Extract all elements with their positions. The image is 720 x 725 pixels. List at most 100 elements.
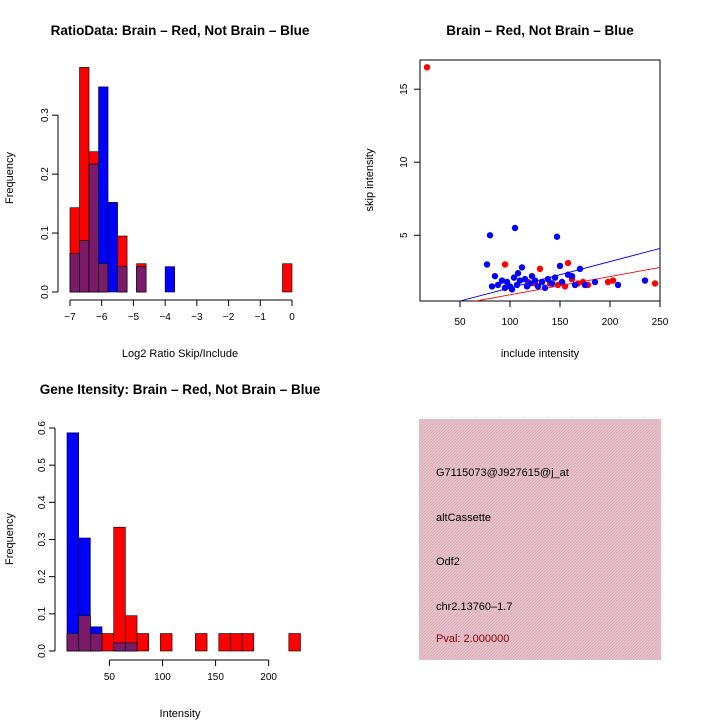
gene-y-label: Frequency — [4, 513, 16, 565]
gene-overlap-bar — [113, 642, 126, 652]
gene-x-tick-label: 150 — [207, 672, 224, 683]
scatter-blue-point — [514, 270, 522, 277]
ratio-axes: −7 −6 −5 −4 −3 −2 −1 0 0.0 0.1 0.2 0.3 — [40, 108, 295, 323]
ratio-y-label: Frequency — [4, 152, 16, 204]
gene-y-tick-label: 0.1 — [37, 606, 48, 620]
ratio-overlap-bar — [98, 263, 109, 293]
scatter-blue-point — [581, 281, 589, 289]
ratio-overlap-bar — [88, 163, 99, 293]
scatter-blue-point — [591, 278, 599, 286]
scatter-plot-box — [419, 59, 661, 302]
scatter-blue-point — [576, 265, 584, 273]
gene-y-tick-label: 0.4 — [37, 495, 48, 509]
scatter-blue-point — [521, 275, 529, 283]
scatter-blue-point — [498, 277, 506, 284]
gene-red-bar — [218, 633, 231, 652]
pval-text: Pval: 2.000000 — [436, 633, 509, 645]
scatter-x-tick-label: 50 — [454, 317, 466, 328]
ratio-overlap-bar — [136, 266, 147, 293]
ratio-x-tick-label: −5 — [128, 312, 140, 323]
scatter-blue-point — [553, 233, 561, 240]
ratio-histogram-panel: RatioData: Brain – Red, Not Brain – Blue… — [4, 23, 310, 360]
event-type-text: altCassette — [436, 512, 491, 524]
gene-histogram-panel: Gene Itensity: Brain – Red, Not Brain – … — [4, 382, 321, 720]
gene-red-bar — [136, 633, 150, 652]
gene-x-label: Intensity — [160, 708, 201, 720]
scatter-blue-point — [544, 275, 552, 283]
probe-id-text: G7115073@J927615@j_at — [436, 467, 569, 479]
gene-red-bar — [113, 526, 126, 652]
gene-y-tick-label: 0.0 — [37, 644, 48, 658]
gene-y-tick-label: 0.5 — [37, 458, 48, 472]
scatter-blue-point — [511, 224, 519, 232]
gene-axes: 50 100 150 200 0.0 0.1 0.2 0.3 0.4 0.5 0.6 — [37, 421, 277, 683]
scatter-y-tick-label: 15 — [399, 83, 410, 95]
scatter-marks — [423, 64, 660, 301]
scatter-red-point — [604, 278, 612, 286]
scatter-blue-point — [548, 280, 556, 287]
ratio-x-tick-label: −3 — [191, 312, 203, 323]
info-panel: G7115073@J927615@j_at altCassette Odf2 c… — [419, 419, 661, 660]
gene-y-tick-label: 0.2 — [37, 569, 48, 583]
scatter-blue-point — [491, 272, 499, 280]
gene-blue-bar — [66, 432, 79, 652]
scatter-panel: Brain – Red, Not Brain – Blue 50 100 150 20… — [364, 23, 669, 360]
scatter-blue-point — [531, 277, 539, 284]
ratio-blue-bar — [164, 266, 175, 293]
ratio-bars — [69, 67, 293, 293]
ratio-x-tick-label: −1 — [255, 312, 267, 323]
ratio-x-tick-label: −7 — [64, 312, 76, 323]
scatter-blue-point — [510, 274, 518, 281]
gene-x-tick-label: 50 — [104, 672, 116, 683]
ratio-overlap-bar — [79, 240, 90, 293]
ratio-x-tick-label: 0 — [289, 312, 295, 323]
location-text: chr2.13760–1.7 — [436, 601, 512, 613]
gene-bars — [66, 432, 301, 652]
ratio-x-tick-label: −4 — [159, 312, 171, 323]
scatter-blue-point — [508, 286, 516, 293]
gene-overlap-bar — [78, 615, 91, 652]
ratio-red-bar — [282, 263, 293, 293]
gene-overlap-bar — [66, 633, 79, 652]
scatter-y-label: skip intensity — [364, 148, 376, 211]
scatter-blue-point — [534, 283, 542, 290]
scatter-blue-point — [483, 261, 491, 268]
info-box — [419, 419, 661, 660]
scatter-blue-point — [641, 277, 649, 284]
scatter-blue-point — [526, 280, 534, 287]
gene-chart-title: Gene Itensity: Brain – Red, Not Brain – … — [40, 382, 321, 397]
gene-name-text: Odf2 — [436, 556, 460, 568]
scatter-blue-point — [556, 262, 564, 270]
scatter-blue-point — [558, 278, 566, 286]
ratio-x-tick-label: −6 — [96, 312, 108, 323]
scatter-red-point — [501, 261, 509, 268]
scatter-x-label: include intensity — [501, 348, 580, 360]
gene-red-bar — [241, 633, 255, 652]
scatter-axes: 50 100 150 200 250 5 10 15 — [399, 83, 669, 328]
ratio-x-label: Log2 Ratio Skip/Include — [122, 348, 238, 360]
scatter-red-point — [536, 265, 544, 273]
gene-red-bar — [230, 633, 243, 652]
scatter-y-tick-label: 5 — [399, 232, 410, 238]
scatter-blue-point — [538, 278, 546, 286]
gene-red-bar — [101, 633, 114, 652]
gene-overlap-bar — [125, 642, 138, 652]
scatter-blue-point — [614, 281, 622, 289]
scatter-blue-point — [516, 277, 524, 284]
scatter-blue-point — [568, 272, 576, 280]
scatter-blue-point — [551, 274, 559, 281]
scatter-x-tick-label: 150 — [552, 317, 569, 328]
ratio-overlap-bar — [117, 266, 128, 293]
scatter-chart-title: Brain – Red, Not Brain – Blue — [446, 23, 634, 38]
scatter-blue-point — [541, 284, 549, 292]
ratio-blue-bar — [107, 202, 118, 293]
ratio-y-tick-label: 0.3 — [40, 108, 51, 122]
ratio-y-tick-label: 0.2 — [40, 167, 51, 181]
scatter-blue-point — [488, 283, 496, 290]
ratio-chart-title: RatioData: Brain – Red, Not Brain – Blue — [51, 23, 310, 38]
ratio-y-tick-label: 0.0 — [40, 285, 51, 299]
scatter-y-tick-label: 10 — [399, 156, 410, 168]
ratio-y-tick-label: 0.1 — [40, 226, 51, 240]
